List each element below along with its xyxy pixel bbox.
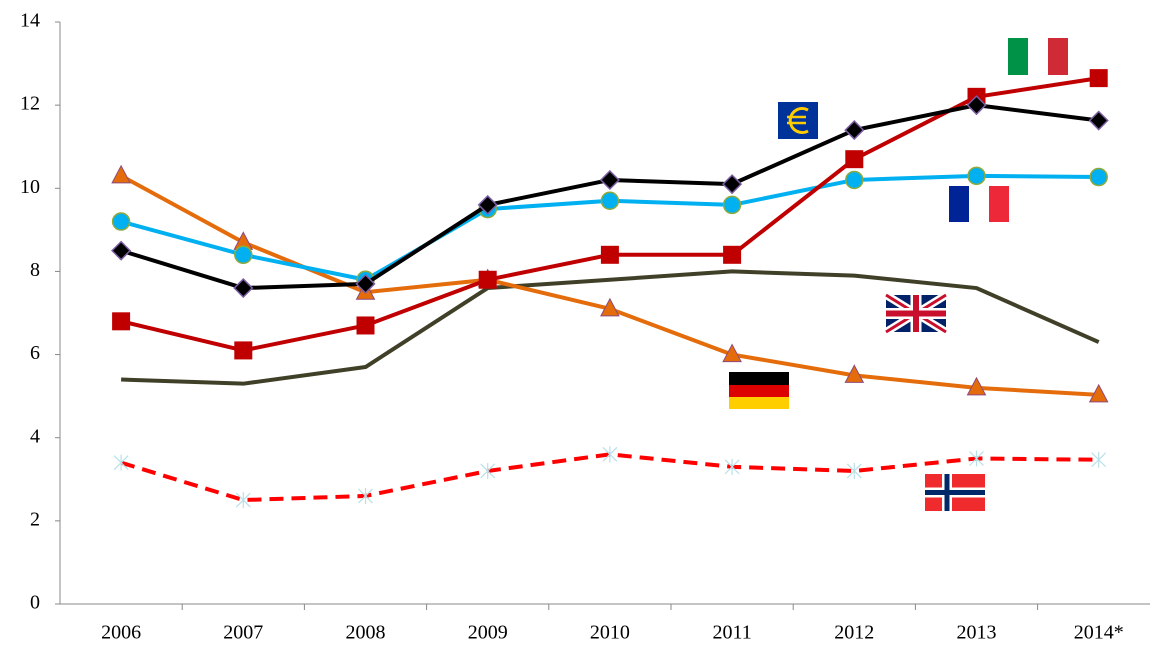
marker: [234, 341, 253, 360]
x-tick-label: 2007: [223, 622, 263, 644]
marker: [723, 245, 742, 264]
marker: [844, 364, 865, 383]
marker: [1088, 383, 1109, 403]
marker: [969, 450, 984, 467]
x-tick-label: 2011: [712, 622, 751, 644]
y-tick-label: 8: [30, 259, 40, 281]
marker: [233, 277, 254, 299]
marker: [722, 174, 743, 195]
marker: [966, 376, 987, 396]
marker: [599, 169, 620, 191]
marker: [600, 297, 620, 317]
flag-euro: [778, 102, 818, 139]
flag-norway: [925, 474, 985, 511]
marker: [845, 150, 864, 169]
y-tick-label: 6: [30, 342, 40, 364]
marker: [478, 270, 497, 289]
series-line: [120, 452, 1099, 503]
x-tick-label: 2013: [957, 622, 997, 644]
marker: [234, 245, 253, 265]
marker: [111, 164, 131, 184]
marker: [724, 458, 740, 475]
marker: [111, 212, 131, 231]
marker: [1089, 69, 1108, 88]
marker: [113, 454, 129, 471]
y-tick-label: 2: [30, 508, 40, 530]
x-tick-label: 2010: [590, 622, 630, 644]
marker: [845, 170, 864, 190]
marker: [600, 191, 620, 211]
marker: [722, 195, 742, 215]
marker: [966, 95, 987, 116]
marker: [1089, 167, 1108, 187]
flag-italy: [1008, 38, 1068, 75]
marker: [477, 194, 498, 215]
marker: [1091, 451, 1107, 468]
marker: [602, 446, 618, 463]
marker: [355, 273, 376, 294]
marker: [356, 316, 375, 335]
marker: [846, 462, 862, 479]
marker: [235, 492, 251, 509]
marker: [722, 343, 742, 363]
marker: [112, 312, 131, 331]
flag-germany: [729, 372, 789, 409]
x-tick-label: 2009: [468, 622, 508, 644]
x-tick-label: 2008: [346, 622, 386, 644]
marker: [1088, 110, 1109, 131]
x-tick-label: 2012: [834, 622, 874, 644]
marker: [844, 120, 865, 141]
flag-france: [949, 186, 1009, 222]
marker: [967, 166, 986, 186]
y-tick-label: 14: [20, 10, 40, 32]
marker: [600, 245, 619, 264]
marker: [480, 462, 496, 479]
series-line: [121, 269, 1100, 386]
marker: [358, 487, 373, 504]
x-tick-label: 2006: [101, 622, 141, 644]
y-tick-label: 10: [20, 176, 40, 198]
y-tick-label: 4: [30, 425, 40, 447]
y-tick-label: 12: [20, 93, 40, 115]
marker: [111, 240, 132, 261]
plot: 0 2 4 6 8 10 12 14 2006 2007 2008 2009 2010 2011 2012 2…: [20, 10, 1150, 644]
flag-uk: [883, 291, 949, 336]
y-tick-label: 0: [30, 592, 40, 614]
x-tick-label: 2014*: [1074, 622, 1124, 644]
